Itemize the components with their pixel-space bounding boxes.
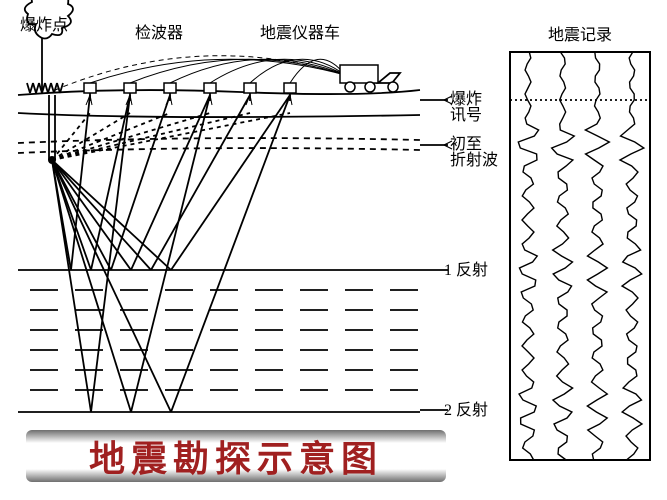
svg-text:爆炸讯号: 爆炸讯号	[450, 89, 482, 124]
svg-text:1 反射: 1 反射	[444, 261, 488, 279]
svg-text:检波器: 检波器	[135, 24, 183, 42]
svg-text:爆炸点: 爆炸点	[20, 15, 68, 34]
title-banner: 地震勘探示意图	[26, 430, 446, 482]
seismic-diagram: 爆炸点 检波器 地震仪器车爆炸讯号初至折射波 1 反射 2 反射 地震记录	[0, 0, 667, 500]
svg-text:2 反射: 2 反射	[444, 401, 488, 419]
svg-text:地震仪器车: 地震仪器车	[260, 24, 340, 42]
svg-text:初至折射波: 初至折射波	[450, 135, 498, 169]
diagram-title: 地震勘探示意图	[89, 430, 383, 482]
svg-text:地震记录: 地震记录	[548, 26, 612, 44]
